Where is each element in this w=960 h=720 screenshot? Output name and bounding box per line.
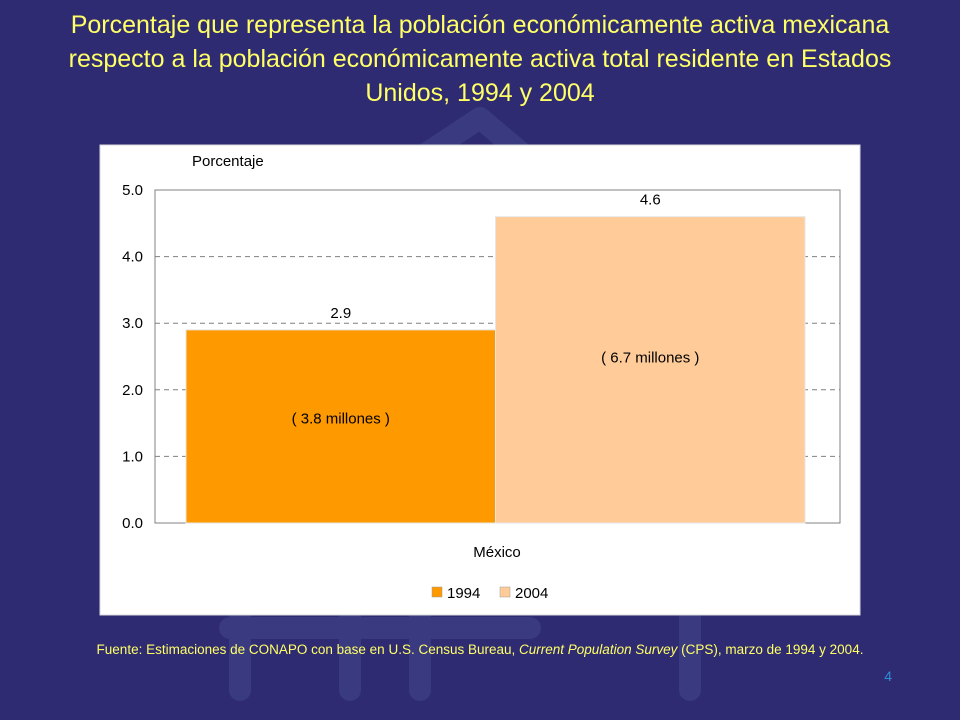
value-label-2004: 4.6 <box>640 192 661 209</box>
inner-label-2004: ( 6.7 millones ) <box>601 350 699 367</box>
source-italic: Current Population Survey <box>519 642 678 657</box>
y-tick-label: 0.0 <box>122 515 143 532</box>
y-tick-label: 3.0 <box>122 315 143 332</box>
bars <box>185 216 806 524</box>
bar-chart: 0.0 1.0 2.0 3.0 4.0 5.0 2.9 ( 3.8 millones ) 4.… <box>99 144 861 616</box>
y-axis-label: Porcentaje <box>192 153 264 170</box>
inner-label-1994: ( 3.8 millones ) <box>292 411 390 428</box>
y-tick-label: 5.0 <box>122 182 143 199</box>
y-tick-labels: 0.0 1.0 2.0 3.0 4.0 5.0 <box>122 182 143 532</box>
page-number: 4 <box>884 668 892 684</box>
value-label-1994: 2.9 <box>330 305 351 322</box>
data-labels: 2.9 ( 3.8 millones ) 4.6 ( 6.7 millones ) <box>292 192 700 428</box>
legend: 1994 2004 <box>431 585 548 602</box>
source-prefix: Fuente: Estimaciones de CONAPO con base … <box>96 642 520 657</box>
legend-swatch-1994 <box>431 586 443 598</box>
source-suffix: (CPS), marzo de 1994 y 2004. <box>677 642 864 657</box>
legend-label-2004: 2004 <box>515 585 548 602</box>
legend-swatch-2004 <box>499 586 511 598</box>
y-tick-label: 1.0 <box>122 448 143 465</box>
bar-2004 <box>495 216 806 524</box>
y-tick-label: 2.0 <box>122 382 143 399</box>
source-note: Fuente: Estimaciones de CONAPO con base … <box>0 642 960 657</box>
legend-label-1994: 1994 <box>447 585 480 602</box>
chart-title: Porcentaje que representa la población e… <box>68 11 892 107</box>
y-tick-label: 4.0 <box>122 249 143 266</box>
bar-1994 <box>185 329 496 524</box>
x-axis-label: México <box>473 544 521 561</box>
